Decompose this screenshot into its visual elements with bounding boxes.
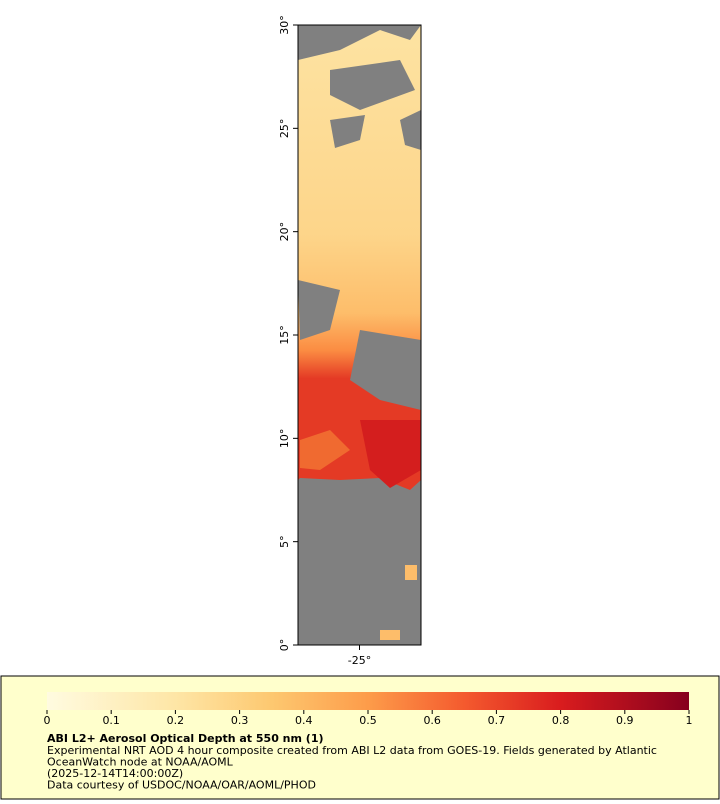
colorbar-tick-label: 0.9 [616, 714, 634, 727]
legend-line: Data courtesy of USDOC/NOAA/OAR/AOML/PHO… [47, 779, 316, 792]
legend: ABI L2+ Aerosol Optical Depth at 550 nm … [44, 710, 693, 792]
colorbar-tick-label: 0.2 [167, 714, 185, 727]
colorbar-tick-label: 0.1 [102, 714, 120, 727]
colorbar-tick-label: 1 [686, 714, 693, 727]
colorbar-tick-label: 0.6 [423, 714, 441, 727]
colorbar-tick-label: 0.7 [488, 714, 506, 727]
map-image [297, 24, 422, 646]
axes: 0° 5° 10° 15° 20° 25° 30° -25° [278, 15, 371, 667]
lat-tick-label: 30° [278, 15, 291, 35]
lat-tick-label: 25° [278, 119, 291, 139]
lat-tick-label: 0° [278, 639, 291, 652]
colorbar-tick-label: 0 [44, 714, 51, 727]
colorbar-tick-label: 0.8 [552, 714, 570, 727]
legend-line: Experimental NRT AOD 4 hour composite cr… [47, 744, 657, 757]
legend-title: ABI L2+ Aerosol Optical Depth at 550 nm … [47, 732, 324, 745]
lon-tick-label: -25° [348, 654, 371, 667]
lat-tick-label: 5° [278, 535, 291, 548]
legend-line: OceanWatch node at NOAA/AOML [47, 756, 234, 769]
colorbar [47, 692, 689, 710]
colorbar-tick-label: 0.3 [231, 714, 249, 727]
colorbar-tick-label: 0.4 [295, 714, 313, 727]
lat-tick-label: 20° [278, 222, 291, 242]
legend-line: (2025-12-14T14:00:00Z) [47, 767, 183, 780]
lat-tick-label: 15° [278, 325, 291, 345]
lat-tick-label: 10° [278, 429, 291, 449]
colorbar-tick-label: 0.5 [359, 714, 377, 727]
